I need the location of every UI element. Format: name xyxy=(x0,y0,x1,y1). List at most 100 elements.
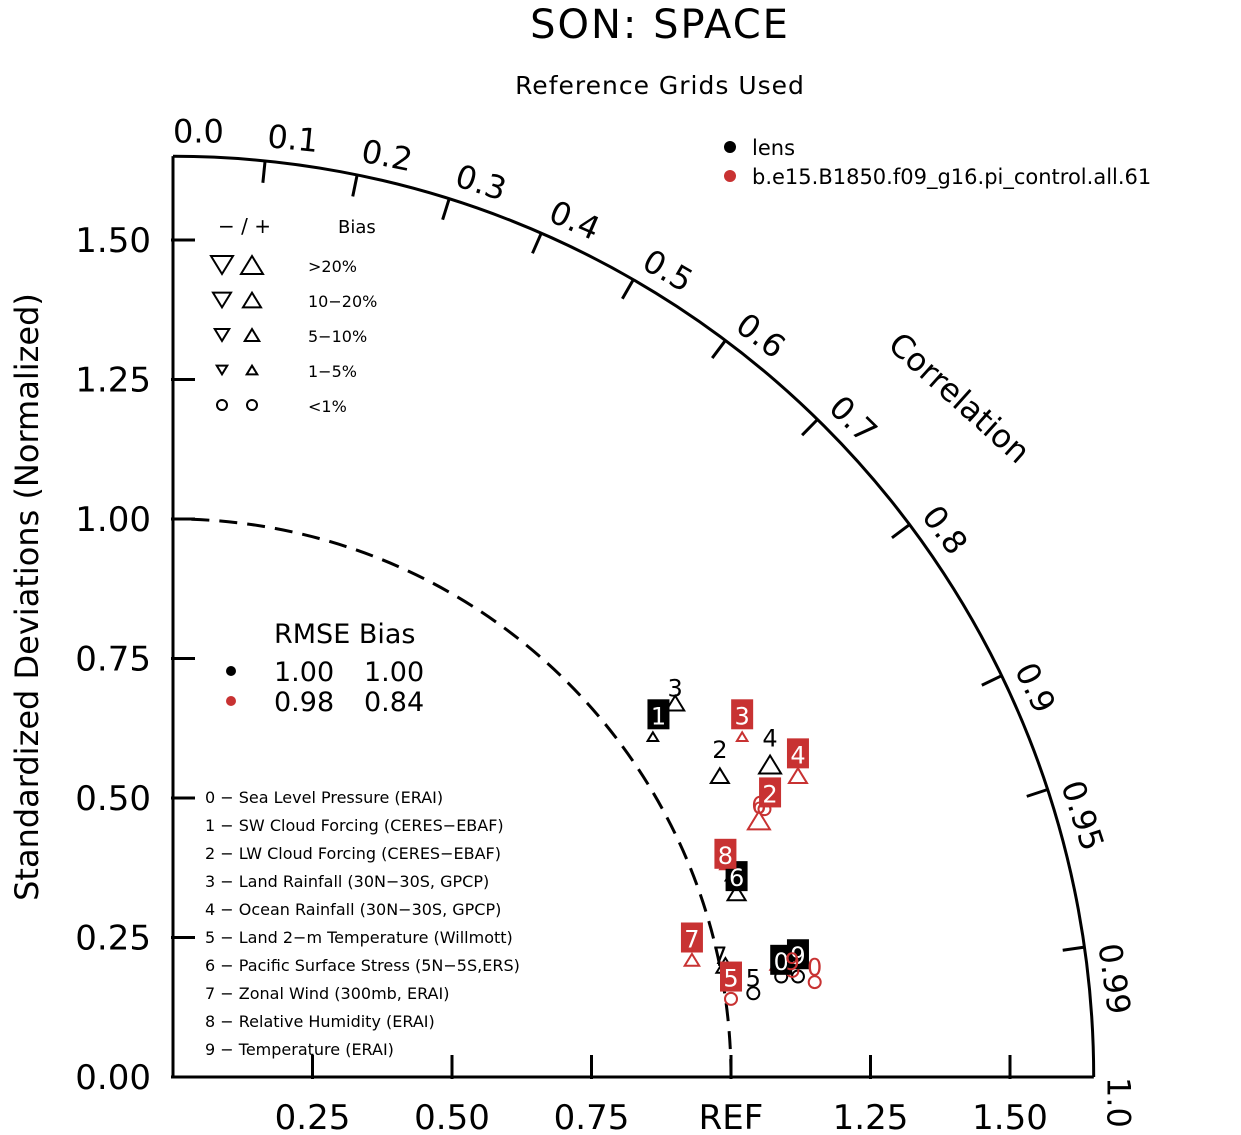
rmse-dot-control xyxy=(226,696,236,706)
data-label: 6 xyxy=(751,792,766,820)
data-label: 9 xyxy=(785,948,800,976)
data-label: 2 xyxy=(762,780,777,808)
correlation-tick-label: 0.8 xyxy=(914,498,975,562)
correlation-tick xyxy=(621,278,635,300)
bias-key: − / + Bias >20% 10−20% 5−10% 1−5% <1% xyxy=(209,214,377,416)
bias-value-lens: 1.00 xyxy=(364,657,424,688)
data-marker-triangle xyxy=(682,951,701,967)
data-label: 6 xyxy=(729,864,744,892)
reference-arc xyxy=(172,517,733,1078)
data-label: 5 xyxy=(746,965,761,993)
data-label-box xyxy=(714,838,737,869)
correlation-tick xyxy=(351,174,359,197)
bias-key-label: >20% xyxy=(308,257,357,276)
chart-title: SON: SPACE xyxy=(530,2,790,48)
bias-key-down-triangle xyxy=(214,364,230,377)
correlation-tick xyxy=(891,523,911,539)
data-label: 4 xyxy=(790,741,805,769)
data-marker-circle xyxy=(746,986,761,1001)
y-tick-label: 1.50 xyxy=(75,221,151,261)
correlation-tick-label: 0.99 xyxy=(1090,941,1138,1017)
x-tick-label: 0.75 xyxy=(554,1098,630,1135)
legend-dot-control xyxy=(724,170,736,182)
outer-arc xyxy=(172,154,1096,1078)
data-label-box xyxy=(720,961,742,992)
data-label: 0 xyxy=(807,953,822,981)
legend-label-control: b.e15.B1850.f09_g16.pi_control.all.61 xyxy=(752,165,1151,190)
x-tick-label: 1.25 xyxy=(833,1098,909,1135)
bias-key-circle xyxy=(216,399,228,411)
data-marker-triangle xyxy=(787,766,809,785)
rmse-table: RMSE Bias 1.00 1.00 0.98 0.84 xyxy=(226,619,424,718)
bias-key-up-triangle xyxy=(241,290,263,309)
y-tick-label: 1.00 xyxy=(75,500,151,540)
y-tick-label: 0.25 xyxy=(75,919,151,959)
correlation-tick-label: 1.0 xyxy=(1100,1077,1138,1128)
y-tick-label: 0.75 xyxy=(75,640,151,680)
variable-item-5: 5 − Land 2−m Temperature (Willmott) xyxy=(205,928,513,947)
variable-list: 0 − Sea Level Pressure (ERAI) 1 − SW Clo… xyxy=(205,788,520,1059)
bias-key-up-triangle xyxy=(244,363,260,376)
correlation-tick xyxy=(981,674,1003,687)
data-label-box xyxy=(759,777,782,808)
bias-key-circle xyxy=(246,399,258,411)
data-label-box xyxy=(647,699,670,730)
variable-item-3: 3 − Land Rainfall (30N−30S, GPCP) xyxy=(205,872,489,891)
correlation-tick xyxy=(801,418,819,437)
correlation-tick xyxy=(1062,945,1085,952)
y-tick-label: 1.25 xyxy=(75,361,151,401)
data-marker-circle xyxy=(724,991,738,1006)
correlation-tick-label: 0.2 xyxy=(358,132,415,179)
x-tick-label: REF xyxy=(699,1098,764,1135)
bias-key-down-triangle xyxy=(211,291,233,310)
legend-dot-lens xyxy=(724,141,736,153)
data-label: 9 xyxy=(790,942,805,970)
data-marker-triangle xyxy=(645,730,660,742)
y-tick-label: 0.50 xyxy=(75,779,151,819)
x-ticks: 0.25 0.50 0.75 REF 1.25 1.50 xyxy=(275,1055,1048,1135)
chart-subtitle: Reference Grids Used xyxy=(515,71,805,100)
variable-item-8: 8 − Relative Humidity (ERAI) xyxy=(205,1012,435,1031)
bias-key-label: 5−10% xyxy=(308,327,367,346)
data-marker-triangle xyxy=(725,883,748,902)
variable-item-7: 7 − Zonal Wind (300mb, ERAI) xyxy=(205,984,449,1003)
variable-item-0: 0 − Sea Level Pressure (ERAI) xyxy=(205,788,443,807)
correlation-tick-label: 0.6 xyxy=(729,305,793,366)
data-label-box xyxy=(680,922,703,953)
data-marker-triangle xyxy=(757,753,783,775)
case-legend: lens b.e15.B1850.f09_g16.pi_control.all.… xyxy=(724,136,1151,190)
data-label: 7 xyxy=(684,926,699,954)
variable-item-9: 9 − Temperature (ERAI) xyxy=(205,1040,394,1059)
data-label: 3 xyxy=(668,674,683,702)
bias-key-up-triangle xyxy=(242,327,262,342)
data-label-box xyxy=(786,939,809,970)
x-tick-label: 0.25 xyxy=(275,1098,351,1135)
variable-item-1: 1 − SW Cloud Forcing (CERES−EBAF) xyxy=(205,816,504,835)
bias-key-label: 10−20% xyxy=(308,292,377,311)
data-marker-triangle xyxy=(709,766,731,785)
bias-key-down-triangle xyxy=(209,255,235,276)
correlation-tick-label: 0.7 xyxy=(822,388,885,451)
rmse-dot-lens xyxy=(226,666,236,676)
bias-value-control: 0.84 xyxy=(364,687,424,718)
correlation-tick-label: 0.1 xyxy=(266,117,320,160)
data-label-box xyxy=(731,699,754,730)
bias-key-label: <1% xyxy=(308,397,347,416)
bias-key-up-triangle xyxy=(239,254,265,275)
bias-key-label: 1−5% xyxy=(308,362,357,381)
correlation-tick xyxy=(261,160,267,183)
correlation-tick xyxy=(711,339,727,359)
rmse-header: RMSE Bias xyxy=(274,619,415,650)
bias-key-sign: − / + xyxy=(218,214,271,238)
bias-key-down-triangle xyxy=(212,328,232,343)
data-label-box xyxy=(770,944,793,975)
data-label: 4 xyxy=(762,725,777,753)
variable-item-4: 4 − Ocean Rainfall (30N−30S, GPCP) xyxy=(205,900,501,919)
axes-layer xyxy=(171,154,1096,1079)
correlation-tick-label: 0.9 xyxy=(1007,657,1063,719)
data-label-box xyxy=(786,738,809,769)
variable-item-2: 2 − LW Cloud Forcing (CERES−EBAF) xyxy=(205,844,501,863)
bias-key-header: Bias xyxy=(338,217,376,238)
correlation-tick xyxy=(1026,788,1049,798)
